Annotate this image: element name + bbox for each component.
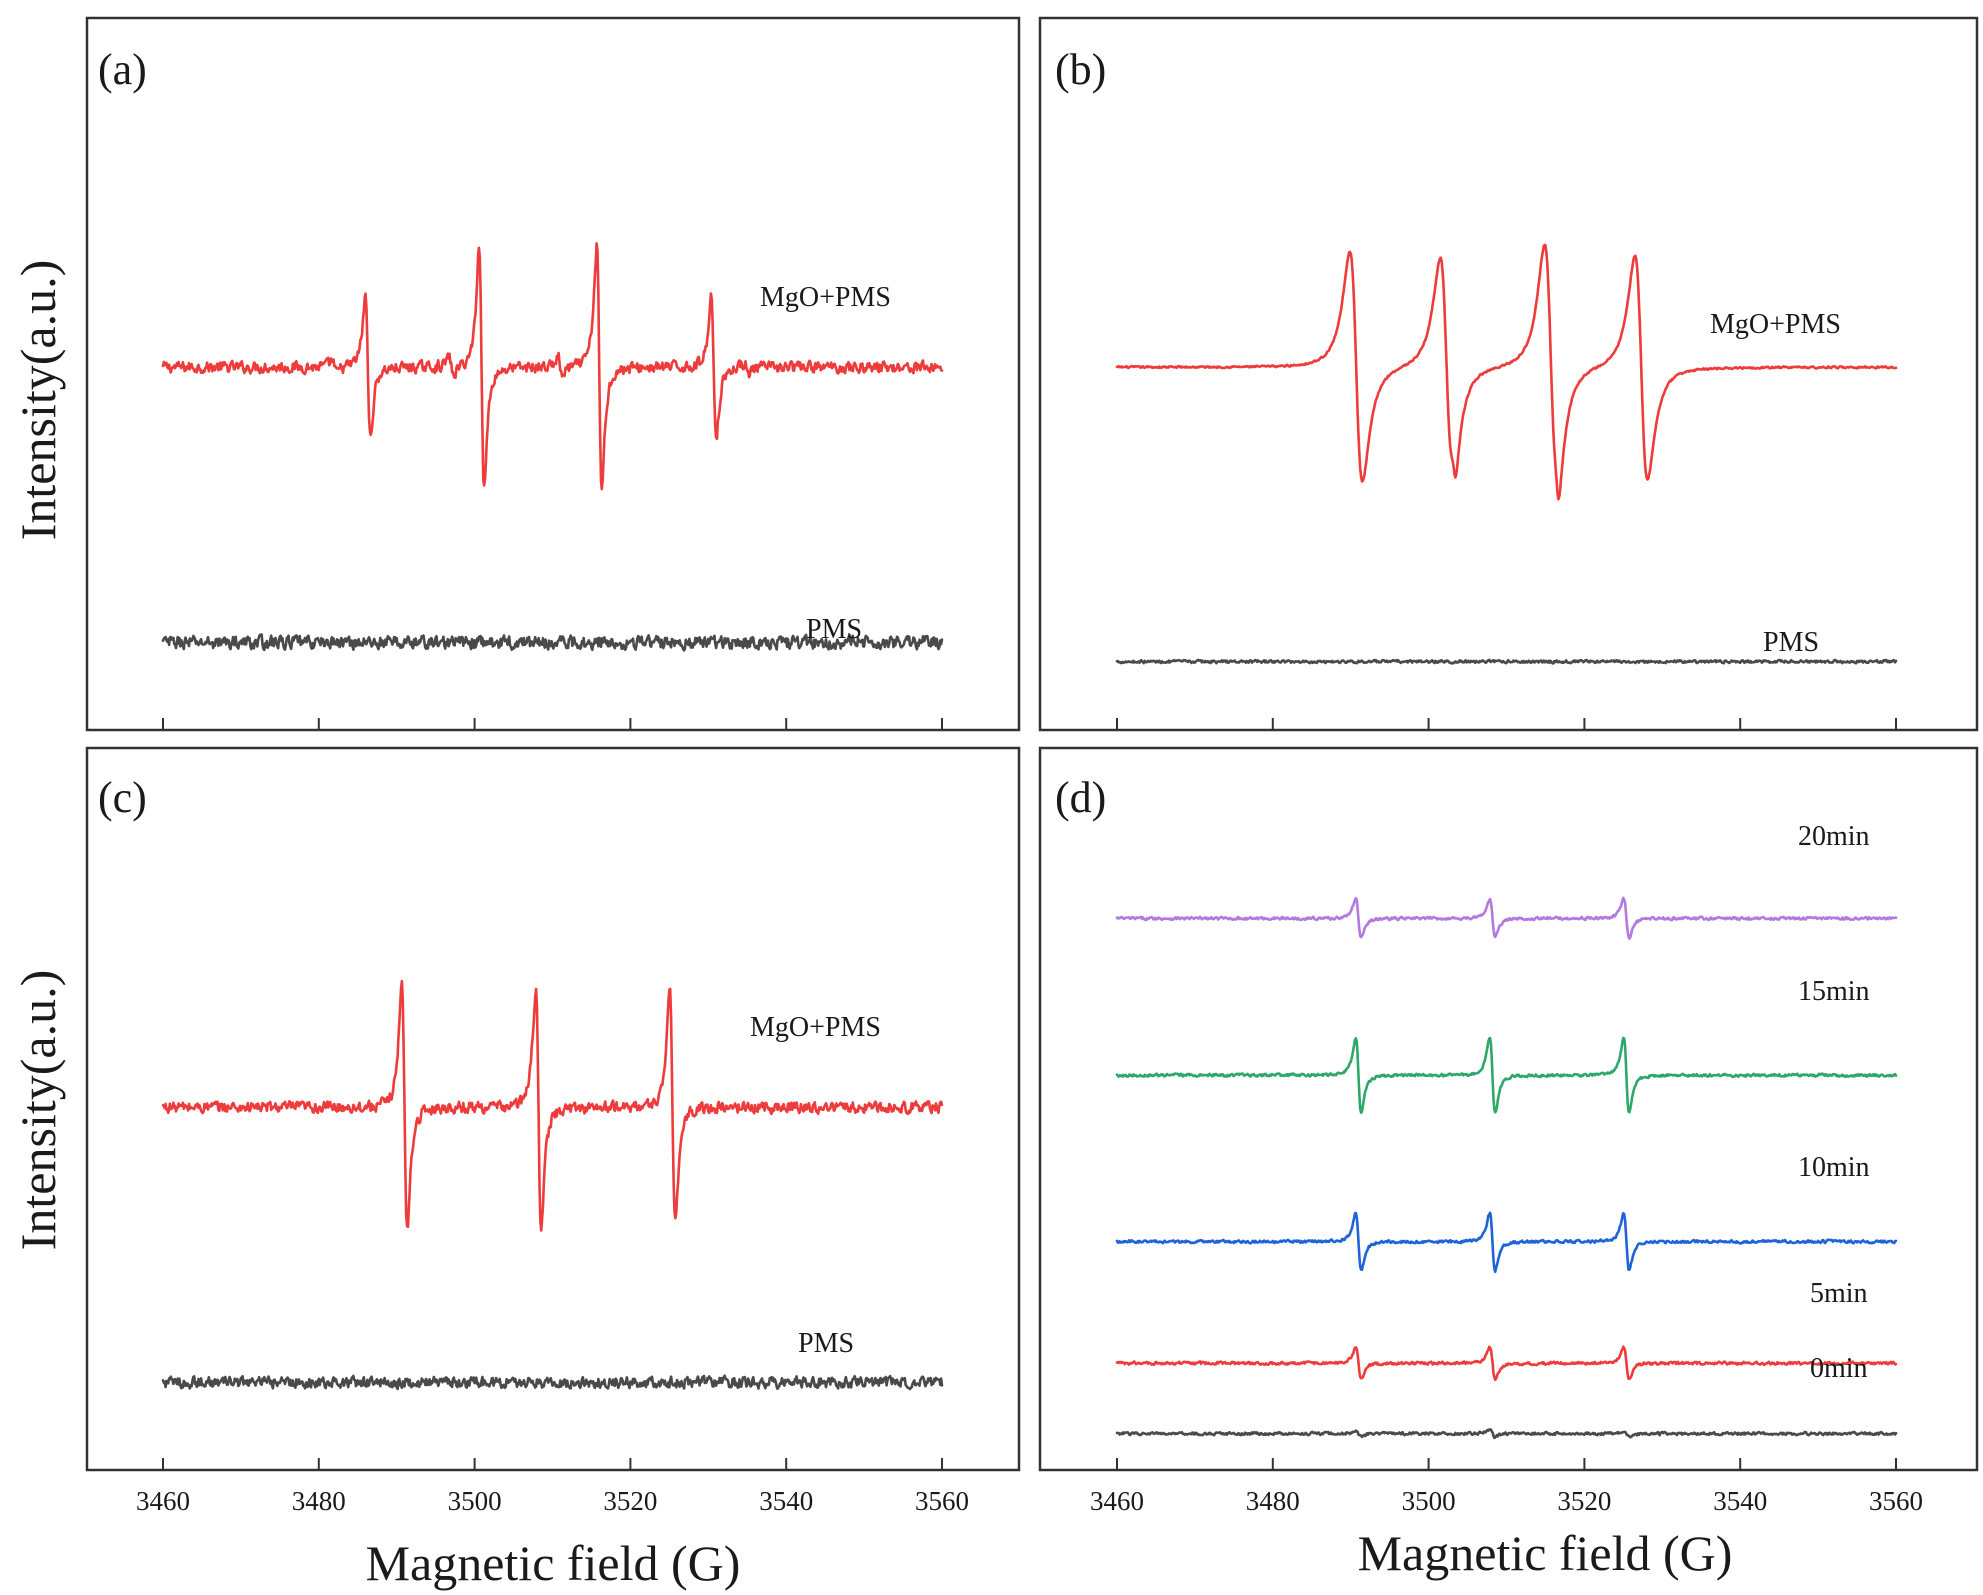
panel-d-tick-label-3540: 3540 xyxy=(1713,1486,1767,1516)
panel-d-series-label-5min: 5min xyxy=(1810,1278,1868,1309)
panel-d-tick-label-3460: 3460 xyxy=(1090,1486,1144,1516)
panel-d-ticks: 3460 3480 3500 3520 3540 3560 xyxy=(1090,1458,1923,1516)
y-axis-label-top: Intensity(a.u.) xyxy=(10,260,66,540)
panel-d-series-20min xyxy=(1115,896,1898,940)
panel-d-tick-label-3500: 3500 xyxy=(1402,1486,1456,1516)
panel-a-series-label-pms: PMS xyxy=(806,614,862,645)
panel-d-tick-label-3560: 3560 xyxy=(1869,1486,1923,1516)
panel-d-series-label-20min: 20min xyxy=(1798,821,1870,852)
panel-d-series-0min xyxy=(1115,1428,1898,1440)
panel-a-series-pms xyxy=(161,633,944,652)
panel-b-frame xyxy=(1038,16,1979,732)
panel-c-ticks: 3460 3480 3500 3520 3540 3560 xyxy=(136,1458,969,1516)
panel-c-series-label-mgo-pms: MgO+PMS xyxy=(750,1012,881,1043)
panel-a-series-label-mgo-pms: MgO+PMS xyxy=(760,282,891,313)
x-axis-label-right: Magnetic field (G) xyxy=(1358,1525,1733,1581)
panel-b-series-label-mgo-pms: MgO+PMS xyxy=(1710,309,1841,340)
panel-c-tick-label-3560: 3560 xyxy=(915,1486,969,1516)
panel-d: (d) 20min 15min 10min 5min 0min 3460 3480… xyxy=(1038,746,1979,1516)
panel-c-tick-label-3520: 3520 xyxy=(603,1486,657,1516)
panel-a-ticks xyxy=(162,718,943,730)
panel-d-series-label-10min: 10min xyxy=(1798,1152,1870,1183)
panel-d-series-label-15min: 15min xyxy=(1798,976,1870,1007)
panel-b-ticks xyxy=(1116,718,1897,730)
panel-d-tick-label-3480: 3480 xyxy=(1246,1486,1300,1516)
panel-c-tick-label-3540: 3540 xyxy=(759,1486,813,1516)
panel-c-series-pms xyxy=(161,1374,944,1391)
panel-a-spectra xyxy=(161,242,944,652)
panel-c-frame xyxy=(85,746,1021,1472)
panel-d-series-15min xyxy=(1115,1036,1898,1114)
panel-a-label: (a) xyxy=(98,45,147,94)
x-axis-label-left: Magnetic field (G) xyxy=(366,1535,741,1591)
panel-d-series-label-0min: 0min xyxy=(1810,1353,1868,1384)
panel-d-label: (d) xyxy=(1055,773,1106,822)
panel-b-label: (b) xyxy=(1055,45,1106,94)
panel-d-series-10min xyxy=(1115,1211,1898,1274)
panel-c-label: (c) xyxy=(98,773,147,822)
panel-b-spectra xyxy=(1115,243,1898,665)
panel-c-spectra xyxy=(161,979,944,1391)
panel-c-series-label-pms: PMS xyxy=(798,1328,854,1359)
panel-c: (c) MgO+PMS PMS 3460 3480 3500 3520 3540 3560 xyxy=(85,746,1021,1516)
panel-c-series-mgo-pms xyxy=(161,979,944,1232)
y-axis-label-bottom: Intensity(a.u.) xyxy=(10,970,66,1250)
panel-b-series-label-pms: PMS xyxy=(1763,627,1819,658)
panel-a-series-mgo-pms xyxy=(161,242,944,491)
panel-b: (b) MgO+PMS PMS xyxy=(1038,16,1979,732)
panel-c-tick-label-3480: 3480 xyxy=(292,1486,346,1516)
panel-a: (a) MgO+PMS PMS xyxy=(85,16,1021,732)
panel-c-tick-label-3460: 3460 xyxy=(136,1486,190,1516)
panel-c-tick-label-3500: 3500 xyxy=(448,1486,502,1516)
panel-d-frame xyxy=(1038,746,1979,1472)
panel-d-spectra xyxy=(1115,896,1898,1440)
panel-d-series-5min xyxy=(1115,1345,1898,1382)
panel-b-series-pms xyxy=(1115,658,1898,665)
panel-b-series-mgo-pms xyxy=(1115,243,1898,501)
panel-a-frame xyxy=(85,16,1021,732)
panel-d-tick-label-3520: 3520 xyxy=(1557,1486,1611,1516)
